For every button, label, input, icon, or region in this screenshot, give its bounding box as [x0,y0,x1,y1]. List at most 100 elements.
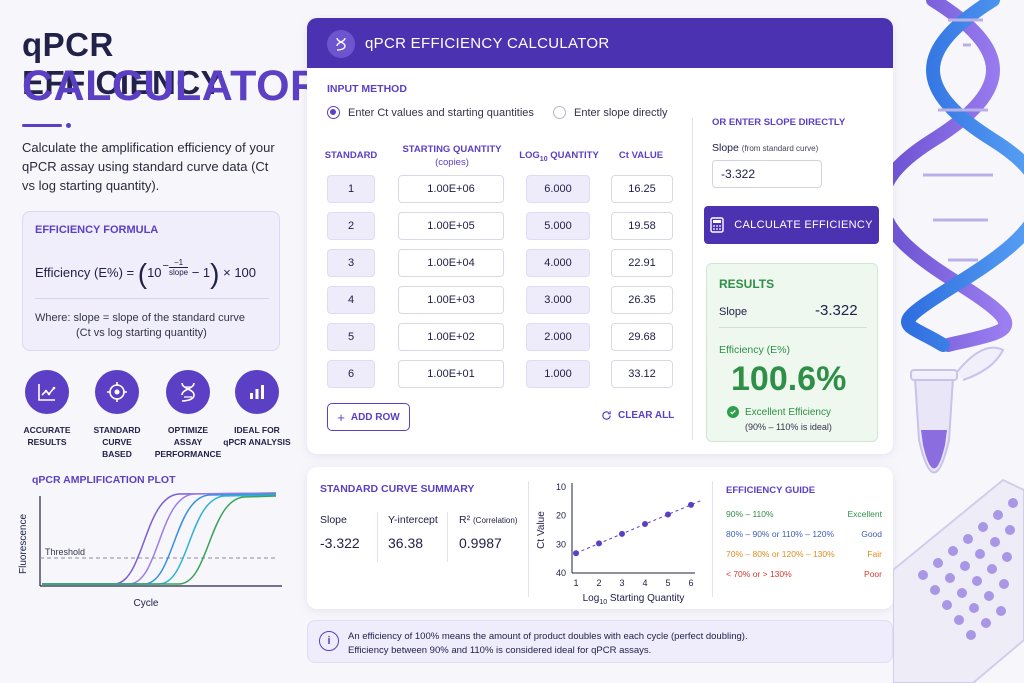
ct-value-input[interactable]: 33.12 [611,360,673,388]
feature-ideal-qpcr: IDEAL FOR qPCR ANALYSIS [222,370,292,448]
summary-divider [712,481,713,597]
refresh-icon [602,411,611,420]
radio-dot-selected[interactable] [327,106,340,119]
clear-all-label: CLEAR ALL [618,410,675,421]
slope-section-label: OR ENTER SLOPE DIRECTLY [712,117,846,128]
chart-ytick-label: 10 [556,482,566,492]
summary-divider [528,481,529,597]
quantity-input[interactable]: 1.00E+02 [398,323,504,351]
formula-base: 10 [147,265,162,280]
check-icon [727,406,739,418]
info-line-1: An efficiency of 100% means the amount o… [348,631,748,642]
summary-intercept-value: 36.38 [388,535,424,551]
chart-ytick-label: 20 [556,511,566,521]
chart-xlabel-main: Log [583,593,600,604]
radio-ct-label: Enter Ct values and starting quantities [348,106,534,119]
guide-range: 90% – 110% [726,509,774,519]
hero-title-line1: qPCR EFFICIENCY [22,26,224,101]
feature-label: ACCURATE [23,425,71,435]
info-bar: i An efficiency of 100% means the amount… [307,620,893,663]
ct-value-input[interactable]: 22.91 [611,249,673,277]
add-row-button[interactable]: + ADD ROW [327,403,410,431]
target-icon [95,370,139,414]
slope-label-text: Slope [712,142,739,154]
log-quantity-cell: 3.000 [526,286,590,314]
dna-helix-icon [893,0,1024,352]
formula-tail: − 1 [191,265,211,280]
standard-cell: 6 [327,360,375,388]
chart-point [619,530,625,537]
chart-xtick-label: 5 [665,578,670,588]
calculator-card: qPCR EFFICIENCY CALCULATOR INPUT METHOD … [307,18,893,454]
calculator-title: qPCR EFFICIENCY CALCULATOR [365,35,610,52]
col-header-log-sub: 10 [539,155,548,163]
col-header-log: LOG10 QUANTITY [519,149,599,166]
efficiency-guide-title: EFFICIENCY GUIDE [726,485,816,496]
formula-card: EFFICIENCY FORMULA Efficiency (E%) = (10… [22,211,280,351]
input-method-label: INPUT METHOD [327,83,407,95]
quantity-input[interactable]: 1.00E+01 [398,360,504,388]
ct-value-input[interactable]: 26.35 [611,286,673,314]
ct-value-input[interactable]: 19.58 [611,212,673,240]
slope-input[interactable]: -3.322 [712,160,822,188]
chart-xtick-label: 2 [596,578,601,588]
slope-field-label: Slope (from standard curve) [712,142,818,154]
summary-slope-label: Slope [320,514,347,526]
feature-label: PERFORMANCE [154,449,222,459]
left-panel: qPCR EFFICIENCY CALCULATOR Calculate the… [0,0,321,683]
radio-slope-direct[interactable]: Enter slope directly [553,106,668,119]
results-divider [719,327,867,328]
chart-line-icon [25,370,69,414]
col-header-log-text: LOG [519,150,540,161]
quantity-input[interactable]: 1.00E+04 [398,249,504,277]
results-slope-label: Slope [719,306,748,318]
feature-optimize-assay: OPTIMIZE ASSAY PERFORMANCE [153,370,223,460]
formula-title: EFFICIENCY FORMULA [35,224,159,236]
quantity-input[interactable]: 1.00E+03 [398,286,504,314]
results-title: RESULTS [719,277,775,291]
clear-all-button[interactable]: CLEAR ALL [601,410,674,421]
chart-xtick-label: 1 [573,578,578,588]
well-plate-icon [893,478,1024,683]
chart-point [665,511,671,518]
formula-where-2: (Ct vs log starting quantity) [76,327,207,339]
r2-label-text: R² [459,514,471,526]
col-header-quantity: STARTING QUANTITY (copies) [397,143,507,169]
amp-curve-2 [42,492,277,585]
quantity-input[interactable]: 1.00E+05 [398,212,504,240]
summary-intercept-label: Y-intercept [388,514,438,526]
efficiency-badge-text: Excellent Efficiency [745,406,831,418]
formula-lhs: Efficiency (E%) = [35,265,135,280]
chart-point [688,501,694,508]
amp-curve-5 [42,495,277,585]
chart-xlabel-sub: 10 [599,599,607,605]
chart-xtick-label: 4 [642,578,647,588]
bar-chart-icon [235,370,279,414]
log-quantity-cell: 6.000 [526,175,590,203]
chart-xlabel: Log10 Starting Quantity [583,593,685,605]
feature-label: IDEAL FOR [234,425,280,435]
summary-title: STANDARD CURVE SUMMARY [320,483,475,495]
log-quantity-cell: 5.000 [526,212,590,240]
feature-label: BASED [102,449,132,459]
radio-dot[interactable] [553,106,566,119]
ct-value-input[interactable]: 29.68 [611,323,673,351]
quantity-input[interactable]: 1.00E+06 [398,175,504,203]
hero-underline-dot [66,123,71,128]
summary-slope-value: -3.322 [320,535,360,551]
radio-ct-values[interactable]: Enter Ct values and starting quantities [327,106,534,119]
calculate-efficiency-button[interactable]: CALCULATE EFFICIENCY [704,206,879,244]
r2-label-sub: (Correlation) [473,516,518,525]
feature-standard-curve: STANDARD CURVE BASED [82,370,152,460]
log-quantity-cell: 2.000 [526,323,590,351]
amplification-plot: Threshold Fluorescence Cycle [18,492,282,609]
hero-underline [22,124,62,127]
efficiency-ideal-range: (90% – 110% is ideal) [745,422,832,432]
calculator-icon [710,217,724,233]
guide-range: < 70% or > 130% [726,569,792,579]
standard-cell: 2 [327,212,375,240]
ct-value-input[interactable]: 16.25 [611,175,673,203]
feature-label: RESULTS [27,437,67,447]
calculator-header: qPCR EFFICIENCY CALCULATOR [307,18,893,68]
